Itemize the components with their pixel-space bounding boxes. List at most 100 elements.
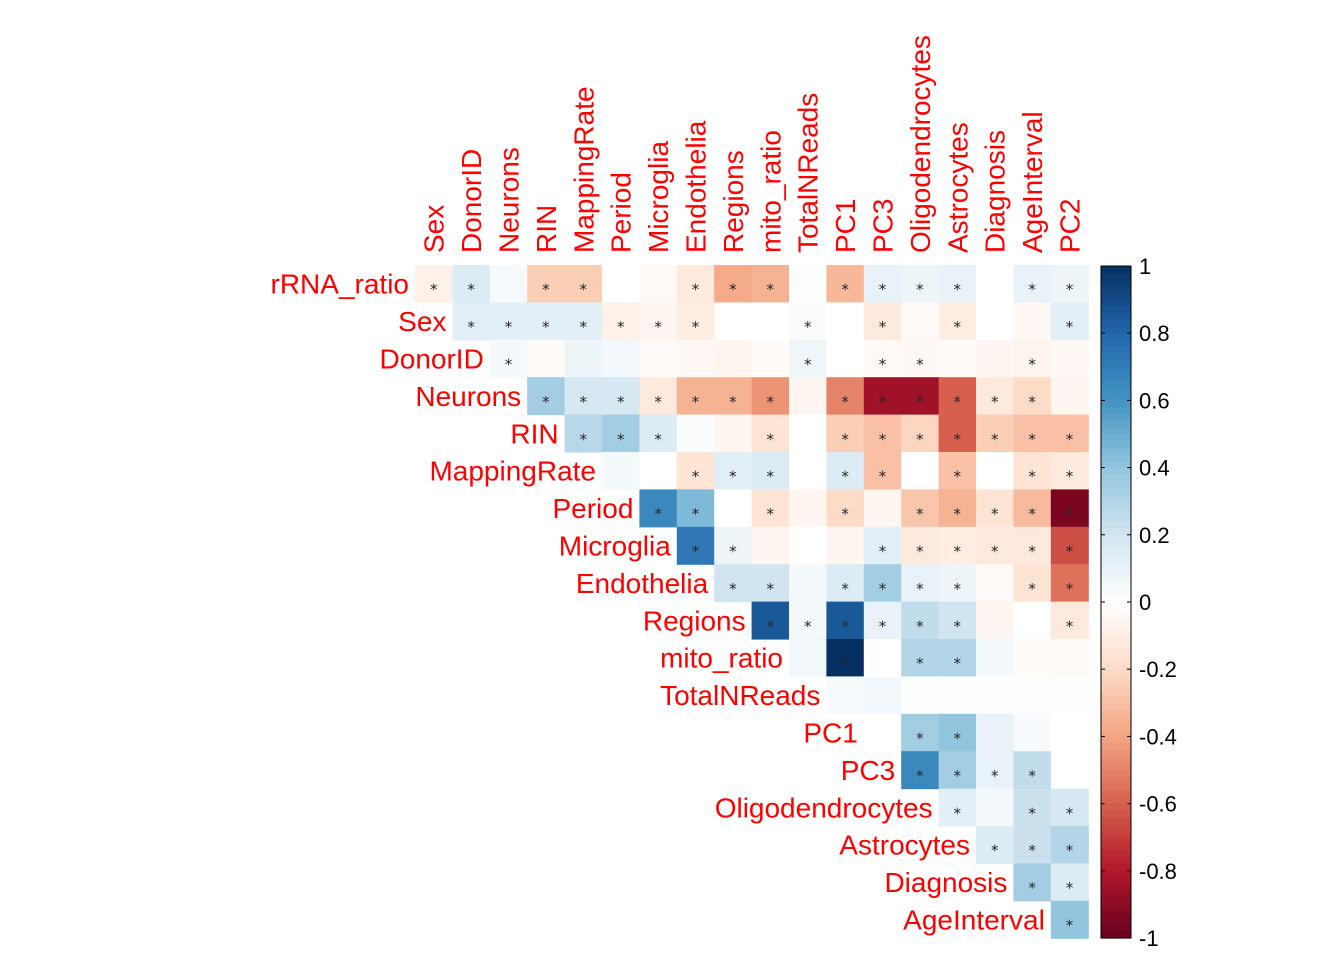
cell-sex-diagnosis	[976, 302, 1014, 341]
significance-star: *	[879, 281, 887, 299]
colorbar-segment	[1101, 911, 1131, 919]
heatmap-cells	[415, 265, 1089, 939]
cell-pc1-oligodendrocytes	[901, 713, 940, 752]
colorbar-segment	[1101, 709, 1131, 717]
cell-donorid-pc3	[863, 339, 902, 378]
colorbar-segment	[1101, 373, 1131, 381]
row-labels: rRNA_ratio Sex DonorID Neurons RIN MappingRat…	[271, 269, 1045, 936]
significance-star: *	[954, 580, 962, 598]
cell-mito-ratio-astrocytes	[938, 639, 977, 677]
colorbar-segment	[1101, 884, 1131, 892]
cell-mappingrate-ageinterval	[1013, 452, 1052, 490]
colorbar-segment	[1101, 904, 1131, 912]
cell-donorid-rin	[527, 339, 566, 378]
colorbar-segment	[1101, 649, 1131, 657]
cell-endothelia-pc1	[826, 564, 865, 603]
significance-star: *	[879, 393, 887, 411]
significance-star: *	[841, 505, 849, 523]
cell-pc1-ageinterval	[1013, 713, 1052, 752]
row-label-oligodendrocytes: Oligodendrocytes	[715, 792, 933, 823]
colorbar-segment	[1101, 864, 1131, 872]
significance-star: *	[1066, 318, 1074, 336]
significance-star: *	[767, 430, 775, 448]
significance-star: *	[1028, 543, 1036, 561]
significance-star: *	[729, 580, 737, 598]
cell-mito-ratio-oligodendrocytes	[901, 639, 940, 677]
colorbar-segment	[1101, 548, 1131, 556]
cell-totalnreads-oligodendrocytes	[901, 676, 940, 715]
significance-star: *	[542, 318, 550, 336]
cell-pc3-astrocytes	[938, 751, 977, 790]
cell-period-pc3	[863, 489, 902, 528]
significance-star: *	[954, 430, 962, 448]
colorbar-segment	[1101, 434, 1131, 442]
significance-star: *	[954, 468, 962, 486]
cell-period-totalnreads	[789, 489, 827, 528]
cell-donorid-astrocytes	[938, 339, 977, 378]
row-label-rrna-ratio: rRNA_ratio	[271, 269, 409, 300]
cell-endothelia-pc3	[863, 564, 902, 603]
cell-oligodendrocytes-astrocytes	[938, 788, 977, 827]
col-label-pc3: PC3	[868, 199, 899, 253]
cell-endothelia-regions	[714, 564, 753, 603]
cell-mito-ratio-pc1	[826, 639, 865, 677]
cell-neurons-totalnreads	[789, 377, 827, 416]
significance-star: *	[1028, 767, 1036, 785]
colorbar-segment	[1101, 319, 1131, 328]
cell-period-regions	[714, 489, 753, 528]
significance-star: *	[654, 318, 662, 336]
colorbar-segment	[1101, 279, 1131, 287]
cell-rrna-ratio-rin	[527, 265, 566, 303]
significance-star: *	[467, 318, 475, 336]
significance-star: *	[804, 617, 812, 635]
cell-totalnreads-pc1	[826, 676, 865, 715]
significance-star: *	[1066, 430, 1074, 448]
significance-star: *	[954, 393, 962, 411]
significance-star: *	[542, 393, 550, 411]
significance-star: *	[580, 393, 588, 411]
cell-neurons-diagnosis	[976, 377, 1014, 416]
cell-mappingrate-pc1	[826, 452, 865, 490]
cell-period-diagnosis	[976, 489, 1014, 528]
cell-rin-pc2	[1050, 414, 1089, 453]
cell-rrna-ratio-pc2	[1050, 265, 1089, 303]
colorbar-segment	[1101, 581, 1131, 590]
row-label-diagnosis: Diagnosis	[884, 867, 1007, 898]
cell-sex-pc1	[826, 302, 865, 341]
cell-microglia-oligodendrocytes	[901, 526, 940, 565]
colorbar-segment	[1101, 743, 1131, 751]
row-label-regions: Regions	[643, 605, 746, 636]
colorbar-segment	[1101, 360, 1131, 368]
col-label-totalnreads: TotalNReads	[793, 93, 824, 253]
colorbar-segment	[1101, 917, 1131, 926]
significance-star: *	[617, 318, 625, 336]
cell-sex-rin	[527, 302, 566, 341]
colorbar-tick-label: 0	[1139, 590, 1151, 615]
cell-microglia-endothelia	[676, 526, 715, 565]
col-label-regions: Regions	[718, 150, 749, 253]
cell-mappingrate-regions	[714, 452, 753, 490]
colorbar-segment	[1101, 823, 1131, 832]
cell-donorid-regions	[714, 339, 753, 378]
significance-star: *	[879, 430, 887, 448]
colorbar-segment	[1101, 837, 1131, 845]
significance-star: *	[879, 580, 887, 598]
colorbar-segment	[1101, 487, 1131, 496]
significance-star: *	[654, 430, 662, 448]
cell-donorid-totalnreads	[789, 339, 827, 378]
significance-star: *	[841, 430, 849, 448]
cell-rin-mappingrate	[564, 414, 603, 453]
row-label-neurons: Neurons	[415, 381, 521, 412]
cell-regions-oligodendrocytes	[901, 601, 940, 640]
significance-star: *	[954, 318, 962, 336]
col-label-mappingrate: MappingRate	[568, 86, 599, 253]
cell-endothelia-diagnosis	[976, 564, 1014, 603]
cell-mappingrate-pc2	[1050, 452, 1089, 490]
significance-star: *	[991, 767, 999, 785]
colorbar-tick-label: 0.6	[1139, 388, 1170, 413]
colorbar-segment	[1101, 595, 1131, 603]
cell-sex-pc3	[863, 302, 902, 341]
colorbar-segment	[1101, 628, 1131, 637]
cell-pc1-pc2	[1050, 713, 1089, 752]
cell-endothelia-oligodendrocytes	[901, 564, 940, 603]
